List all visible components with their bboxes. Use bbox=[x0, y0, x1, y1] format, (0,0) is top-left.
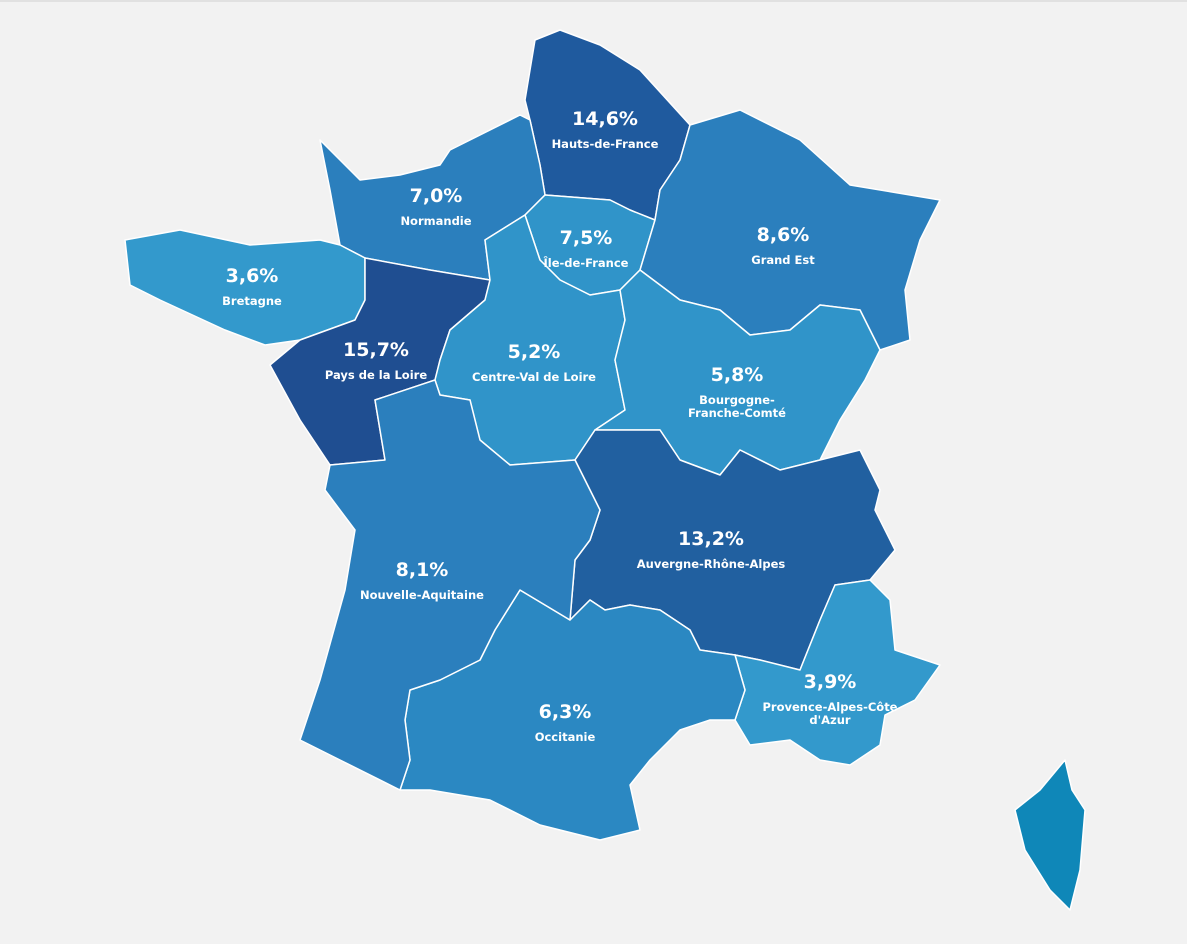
region-value: 13,2% bbox=[678, 528, 744, 550]
region-name: Auvergne-Rhône-Alpes bbox=[637, 557, 786, 571]
region-value: 8,1% bbox=[396, 559, 449, 581]
region-name: Nouvelle-Aquitaine bbox=[360, 588, 484, 602]
region-name: Île-de-France bbox=[544, 255, 629, 270]
region-value: 15,7% bbox=[343, 339, 409, 361]
region-name: Bourgogne- bbox=[699, 393, 775, 407]
region-name: Franche-Comté bbox=[688, 406, 786, 420]
region-name: d'Azur bbox=[809, 713, 851, 727]
region-name: Provence-Alpes-Côte bbox=[762, 700, 897, 714]
region-provence-alpes-cote-d-azur bbox=[734, 579, 941, 766]
region-name: Bretagne bbox=[222, 294, 282, 308]
regions bbox=[124, 29, 1086, 911]
region-value: 5,8% bbox=[711, 364, 764, 386]
region-value: 3,9% bbox=[804, 671, 857, 693]
region-corsica bbox=[1014, 759, 1086, 911]
region-name: Pays de la Loire bbox=[325, 368, 427, 382]
region-name: Occitanie bbox=[535, 730, 596, 744]
region-value: 7,5% bbox=[560, 227, 613, 249]
region-value: 7,0% bbox=[410, 185, 463, 207]
region-name: Hauts-de-France bbox=[552, 137, 659, 151]
region-nouvelle-aquitaine bbox=[299, 379, 601, 791]
region-name: Centre-Val de Loire bbox=[472, 370, 596, 384]
region-value: 14,6% bbox=[572, 108, 638, 130]
region-value: 3,6% bbox=[226, 265, 279, 287]
region-value: 5,2% bbox=[508, 341, 561, 363]
region-value: 6,3% bbox=[539, 701, 592, 723]
region-name: Normandie bbox=[400, 214, 471, 228]
region-value: 8,6% bbox=[757, 224, 810, 246]
region-name: Grand Est bbox=[751, 253, 815, 267]
